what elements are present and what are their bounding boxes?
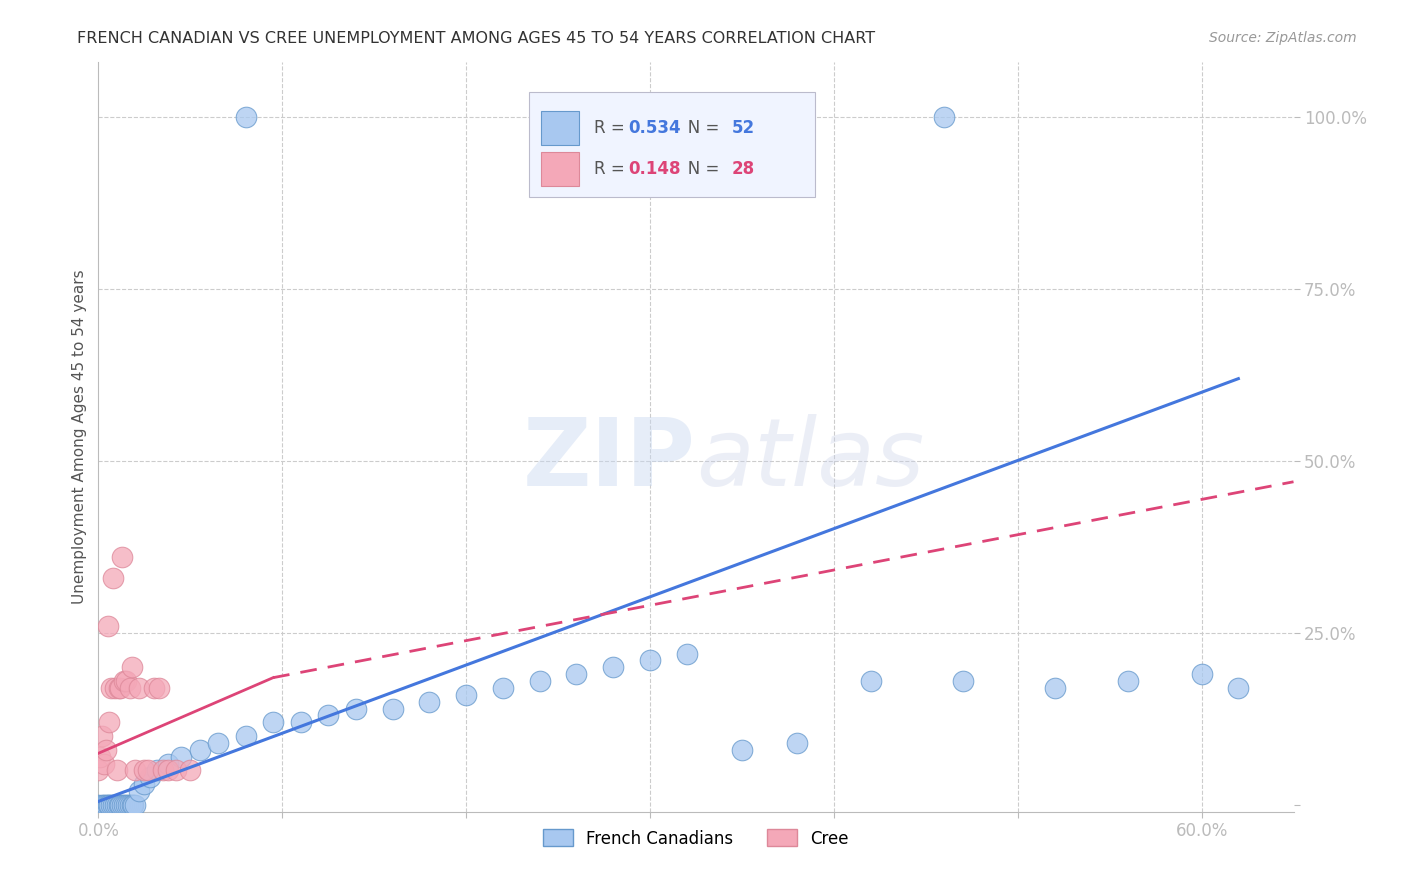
Point [139,770,162,784]
Text: 0.534: 0.534 [628,119,681,136]
Point [107,797,129,812]
FancyBboxPatch shape [541,153,579,186]
Point [344,701,367,715]
Point [104,797,127,812]
Point [207,736,229,750]
Point [602,660,624,674]
Point [316,708,339,723]
Point [235,111,257,125]
Point [1191,667,1213,681]
Point [188,743,211,757]
Point [115,674,138,689]
Point [112,674,135,689]
Text: 0.148: 0.148 [628,160,681,178]
Point [675,647,697,661]
Point [104,681,127,695]
Text: FRENCH CANADIAN VS CREE UNEMPLOYMENT AMONG AGES 45 TO 54 YEARS CORRELATION CHART: FRENCH CANADIAN VS CREE UNEMPLOYMENT AMO… [77,31,876,46]
Text: ZIP: ZIP [523,414,696,506]
Point [121,660,143,674]
Point [638,653,661,667]
Point [117,797,139,812]
Point [952,674,974,689]
Text: N =: N = [672,119,724,136]
Point [107,681,129,695]
Text: R =: R = [595,119,630,136]
Point [142,681,165,695]
Point [87,797,110,812]
Point [148,681,170,695]
Y-axis label: Unemployment Among Ages 45 to 54 years: Unemployment Among Ages 45 to 54 years [72,269,87,605]
Point [94,743,117,757]
Point [93,756,115,771]
Point [110,797,132,812]
Point [105,797,128,812]
Point [262,715,284,730]
Point [97,797,120,812]
Point [134,764,156,778]
Point [100,681,122,695]
Text: atlas: atlas [696,414,924,505]
Point [94,797,117,812]
Point [456,688,478,702]
Text: Source: ZipAtlas.com: Source: ZipAtlas.com [1209,31,1357,45]
Point [115,797,138,812]
Point [122,797,145,812]
Text: N =: N = [672,160,724,178]
Point [731,743,754,757]
Point [157,764,180,778]
Point [98,715,121,730]
Point [105,764,128,778]
Legend: French Canadians, Cree: French Canadians, Cree [534,821,858,855]
Point [93,797,115,812]
Text: R =: R = [595,160,630,178]
Point [111,550,134,565]
Text: 28: 28 [733,160,755,178]
Point [121,797,143,812]
Point [118,681,141,695]
Point [170,749,193,764]
Point [128,784,150,798]
Point [157,756,180,771]
Point [381,701,404,715]
Point [124,797,146,812]
FancyBboxPatch shape [529,93,815,197]
Point [89,749,111,764]
Point [124,764,146,778]
Point [97,619,120,633]
Point [100,797,122,812]
Point [565,667,588,681]
Point [152,764,174,778]
Point [1043,681,1066,695]
Point [492,681,515,695]
Point [128,681,150,695]
Point [529,674,551,689]
Point [118,797,141,812]
Point [235,729,257,743]
Point [179,764,201,778]
Point [1227,681,1250,695]
Point [136,764,159,778]
FancyBboxPatch shape [541,112,579,145]
Point [859,674,882,689]
Point [165,764,187,778]
Text: 52: 52 [733,119,755,136]
Point [934,111,956,125]
Point [146,764,169,778]
Point [786,736,808,750]
Point [111,797,134,812]
Point [1116,674,1139,689]
Point [418,695,440,709]
Point [110,681,132,695]
Point [91,797,114,812]
Point [101,571,124,585]
Point [134,777,156,791]
Point [91,729,114,743]
Point [112,797,135,812]
Point [101,797,124,812]
Point [290,715,312,730]
Point [98,797,121,812]
Point [87,764,110,778]
